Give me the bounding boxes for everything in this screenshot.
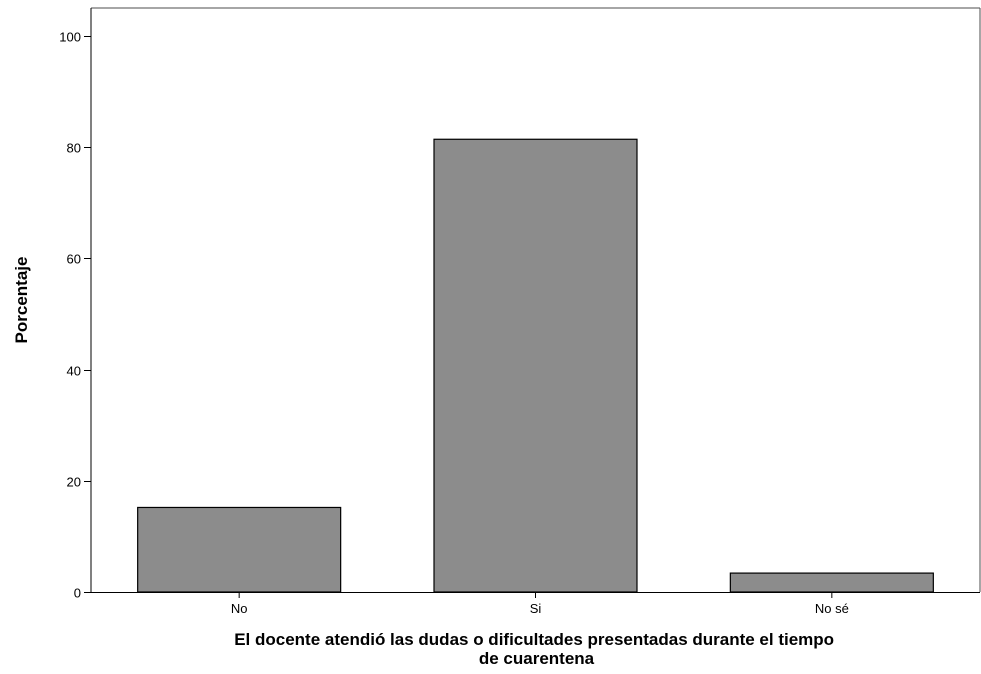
y-tick-label: 100: [59, 30, 81, 45]
plot-frame: [91, 7, 981, 592]
bar-si: [433, 138, 638, 593]
bar-no: [137, 506, 342, 593]
bar-no-s: [729, 572, 934, 593]
x-axis: No Si No sé: [91, 592, 980, 616]
y-tick-label: 20: [67, 475, 81, 490]
y-tick-label: 0: [74, 586, 81, 601]
y-axis: 0 20 40 60 80 100: [59, 8, 92, 601]
x-tick-label: Si: [530, 601, 542, 616]
bars: [137, 138, 934, 593]
y-axis-title: Porcentaje: [12, 257, 31, 344]
x-axis-title-line-2: de cuarentena: [479, 649, 595, 668]
x-tick-label: No sé: [815, 601, 849, 616]
x-axis-title: El docente atendió las dudas o dificulta…: [234, 630, 839, 668]
y-tick-label: 80: [67, 141, 81, 156]
x-tick-label: No: [231, 601, 248, 616]
x-axis-title-line-1: El docente atendió las dudas o dificulta…: [234, 630, 834, 649]
y-tick-label: 60: [67, 252, 81, 267]
y-tick-label: 40: [67, 364, 81, 379]
